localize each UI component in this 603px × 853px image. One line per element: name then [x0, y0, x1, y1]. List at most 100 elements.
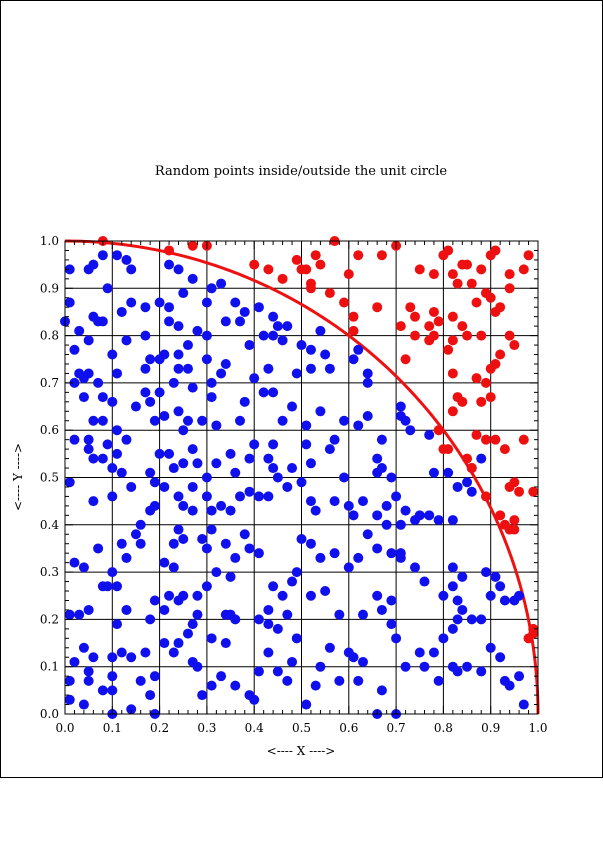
point-inside	[438, 590, 449, 601]
point-inside	[239, 529, 250, 540]
point-inside	[253, 548, 264, 559]
point-inside	[320, 586, 331, 597]
point-inside	[192, 325, 203, 336]
point-outside	[424, 321, 435, 332]
point-outside	[433, 316, 444, 327]
point-outside	[518, 434, 529, 445]
point-outside	[410, 330, 421, 341]
point-inside	[258, 330, 269, 341]
point-inside	[253, 666, 264, 677]
point-inside	[74, 325, 85, 336]
point-outside	[324, 288, 335, 299]
x-tick-label: 0.3	[197, 721, 216, 735]
point-inside	[372, 543, 383, 554]
point-inside	[130, 401, 141, 412]
y-tick-label: 0.5	[40, 471, 59, 485]
point-inside	[216, 368, 227, 379]
point-inside	[315, 325, 326, 336]
point-outside	[447, 269, 458, 280]
point-inside	[192, 590, 203, 601]
point-outside	[447, 406, 458, 417]
point-inside	[447, 515, 458, 526]
point-inside	[201, 297, 212, 308]
point-inside	[116, 538, 127, 549]
point-inside	[126, 652, 137, 663]
point-inside	[164, 259, 175, 270]
point-inside	[88, 496, 99, 507]
point-inside	[88, 453, 99, 464]
point-inside	[395, 401, 406, 412]
point-inside	[107, 349, 118, 360]
point-inside	[395, 548, 406, 559]
point-inside	[74, 609, 85, 620]
point-inside	[400, 415, 411, 426]
point-inside	[159, 349, 170, 360]
point-inside	[272, 666, 283, 677]
point-inside	[220, 316, 231, 327]
point-outside	[523, 633, 534, 644]
point-inside	[168, 538, 179, 549]
point-outside	[514, 486, 525, 497]
point-inside	[173, 264, 184, 275]
point-inside	[220, 358, 231, 369]
point-inside	[296, 533, 307, 544]
point-outside	[164, 245, 175, 256]
point-inside	[495, 652, 506, 663]
point-inside	[282, 481, 293, 492]
point-inside	[466, 486, 477, 497]
point-inside	[296, 477, 307, 488]
point-inside	[69, 377, 80, 388]
point-outside	[414, 264, 425, 275]
point-inside	[178, 533, 189, 544]
point-inside	[121, 335, 132, 346]
point-inside	[97, 415, 108, 426]
point-inside	[405, 425, 416, 436]
point-inside	[514, 671, 525, 682]
x-tick-label: 0.4	[245, 721, 264, 735]
point-outside	[443, 245, 454, 256]
point-inside	[391, 491, 402, 502]
point-inside	[334, 609, 345, 620]
point-inside	[272, 472, 283, 483]
point-inside	[78, 373, 89, 384]
point-outside	[277, 273, 288, 284]
point-inside	[291, 633, 302, 644]
point-inside	[145, 354, 156, 365]
point-inside	[140, 363, 151, 374]
x-tick-label: 0.8	[434, 721, 453, 735]
point-inside	[206, 633, 217, 644]
point-inside	[433, 675, 444, 686]
point-inside	[268, 439, 279, 450]
point-inside	[272, 623, 283, 634]
point-inside	[78, 699, 89, 710]
point-inside	[457, 571, 468, 582]
point-outside	[480, 434, 491, 445]
point-inside	[315, 661, 326, 672]
point-outside	[471, 429, 482, 440]
point-outside	[457, 321, 468, 332]
point-inside	[178, 425, 189, 436]
point-inside	[357, 609, 368, 620]
point-inside	[116, 647, 127, 658]
point-inside	[244, 486, 255, 497]
point-inside	[145, 467, 156, 478]
point-inside	[192, 458, 203, 469]
point-inside	[310, 505, 321, 516]
point-outside	[504, 481, 515, 492]
point-outside	[443, 444, 454, 455]
point-inside	[64, 264, 75, 275]
point-inside	[126, 297, 137, 308]
point-inside	[164, 590, 175, 601]
point-inside	[372, 467, 383, 478]
point-outside	[495, 510, 506, 521]
point-inside	[211, 567, 222, 578]
point-outside	[457, 396, 468, 407]
point-inside	[357, 656, 368, 667]
point-inside	[187, 505, 198, 516]
point-inside	[353, 420, 364, 431]
point-inside	[263, 491, 274, 502]
point-inside	[197, 533, 208, 544]
point-inside	[164, 302, 175, 313]
point-inside	[220, 538, 231, 549]
point-inside	[386, 595, 397, 606]
